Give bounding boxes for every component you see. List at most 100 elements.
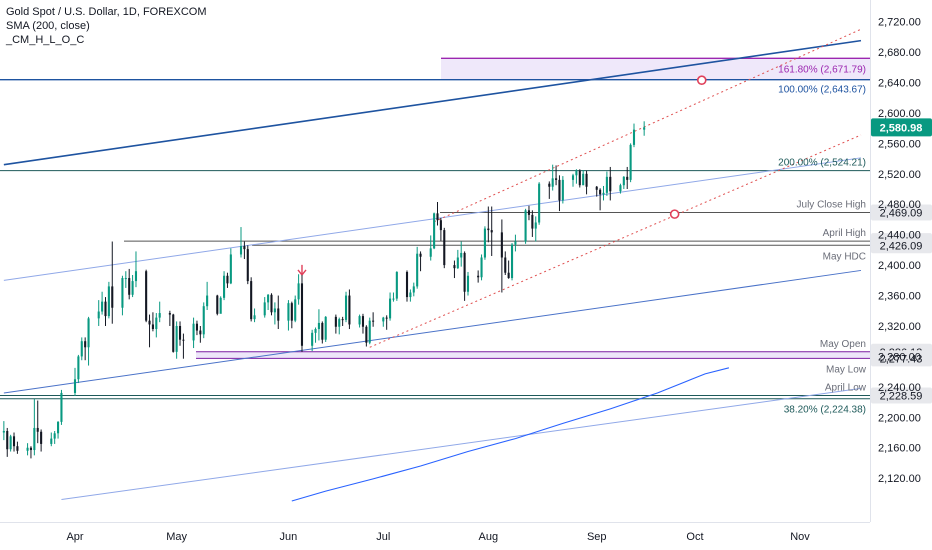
price-tick-label: 2,560.00 bbox=[878, 138, 921, 150]
candle bbox=[2, 421, 5, 441]
price-badge-text: 2,469.09 bbox=[880, 208, 923, 220]
candle bbox=[524, 208, 527, 244]
candle-body bbox=[392, 298, 395, 300]
candle bbox=[321, 321, 324, 344]
candle-body bbox=[575, 170, 578, 176]
candle-body bbox=[582, 173, 585, 186]
candle bbox=[341, 316, 344, 326]
candle-body bbox=[158, 313, 161, 318]
candle bbox=[223, 271, 226, 301]
candle bbox=[246, 245, 249, 285]
candle-body bbox=[104, 301, 107, 317]
candle bbox=[510, 243, 514, 281]
down-arrow bbox=[297, 264, 307, 276]
candle bbox=[151, 312, 154, 332]
chart-title: Gold Spot / U.S. Dollar, 1D, FOREXCOM bbox=[6, 6, 207, 18]
price-tick-label: 2,280.00 bbox=[878, 351, 921, 363]
candle-body bbox=[504, 257, 507, 273]
candle bbox=[239, 227, 243, 258]
candle-body bbox=[29, 447, 33, 451]
candle-body bbox=[531, 214, 534, 229]
candle-body bbox=[538, 183, 541, 223]
candle bbox=[226, 272, 229, 288]
candle bbox=[585, 170, 588, 195]
candle-body bbox=[629, 144, 632, 180]
candle-body bbox=[466, 275, 470, 292]
candle bbox=[128, 268, 131, 300]
indicator-sma-label: SMA (200, close) bbox=[6, 20, 90, 32]
candle bbox=[60, 389, 63, 425]
candle-body bbox=[480, 257, 483, 278]
candle-body bbox=[250, 281, 253, 320]
candle-body bbox=[443, 230, 446, 266]
candle-body bbox=[273, 308, 276, 313]
price-tick-label: 2,240.00 bbox=[878, 382, 921, 394]
candle bbox=[392, 292, 395, 302]
chart-legend: Gold Spot / U.S. Dollar, 1D, FOREXCOM SM… bbox=[6, 5, 207, 47]
candle-body bbox=[341, 319, 344, 321]
candle-body bbox=[270, 294, 273, 313]
candle-body bbox=[338, 319, 341, 327]
candle bbox=[84, 337, 87, 361]
candle bbox=[80, 337, 83, 361]
candle-body bbox=[26, 447, 29, 451]
candle-body bbox=[585, 173, 588, 187]
candle-body bbox=[243, 246, 246, 250]
candle bbox=[626, 166, 629, 190]
candle-body bbox=[385, 317, 388, 319]
candle bbox=[412, 282, 415, 297]
upper-trendline bbox=[3, 39, 862, 166]
candle bbox=[338, 317, 341, 335]
candle bbox=[124, 271, 127, 288]
candle bbox=[16, 441, 19, 454]
candle-body bbox=[460, 252, 463, 258]
candle-body bbox=[463, 252, 466, 292]
candle bbox=[131, 275, 134, 298]
candle bbox=[361, 313, 365, 334]
candle bbox=[578, 169, 581, 188]
candle bbox=[104, 297, 107, 326]
candle-body bbox=[314, 329, 317, 333]
candle bbox=[599, 188, 602, 211]
candle bbox=[253, 308, 256, 323]
candle-body bbox=[524, 210, 527, 242]
candle-body bbox=[483, 228, 486, 258]
candle bbox=[229, 248, 232, 285]
candle bbox=[419, 251, 422, 272]
candle-body bbox=[87, 318, 90, 348]
candle-body bbox=[107, 286, 110, 317]
candle-body bbox=[500, 232, 503, 258]
candle-body bbox=[382, 317, 385, 322]
candle bbox=[595, 185, 598, 197]
candle bbox=[317, 309, 320, 341]
candle-body bbox=[77, 356, 80, 380]
candle-body bbox=[477, 275, 480, 278]
candle bbox=[148, 314, 151, 348]
candle-body bbox=[199, 330, 202, 335]
candle-body bbox=[253, 315, 256, 320]
candle bbox=[178, 321, 182, 346]
candle-body bbox=[219, 297, 222, 314]
candle bbox=[155, 313, 158, 338]
level-text: 38.20% (2,224.38) bbox=[784, 405, 866, 416]
candle-body bbox=[416, 253, 419, 287]
candle-body bbox=[246, 249, 249, 282]
candle bbox=[40, 429, 43, 452]
candle-body bbox=[53, 433, 56, 439]
candle-body bbox=[619, 185, 622, 192]
candle bbox=[202, 302, 205, 339]
candle-body bbox=[334, 316, 337, 327]
candle bbox=[629, 143, 632, 183]
candle-body bbox=[561, 179, 564, 201]
level-text: 200.00% (2,524.21) bbox=[778, 158, 866, 169]
target-circle-lower bbox=[669, 209, 680, 219]
candle bbox=[216, 294, 219, 316]
candle-body bbox=[419, 253, 422, 257]
candle bbox=[297, 274, 300, 305]
candle-body bbox=[223, 275, 226, 298]
candle bbox=[324, 316, 327, 342]
level-text: May Open bbox=[820, 339, 866, 350]
candle-body bbox=[365, 326, 368, 343]
price-badge-bg bbox=[871, 204, 932, 221]
